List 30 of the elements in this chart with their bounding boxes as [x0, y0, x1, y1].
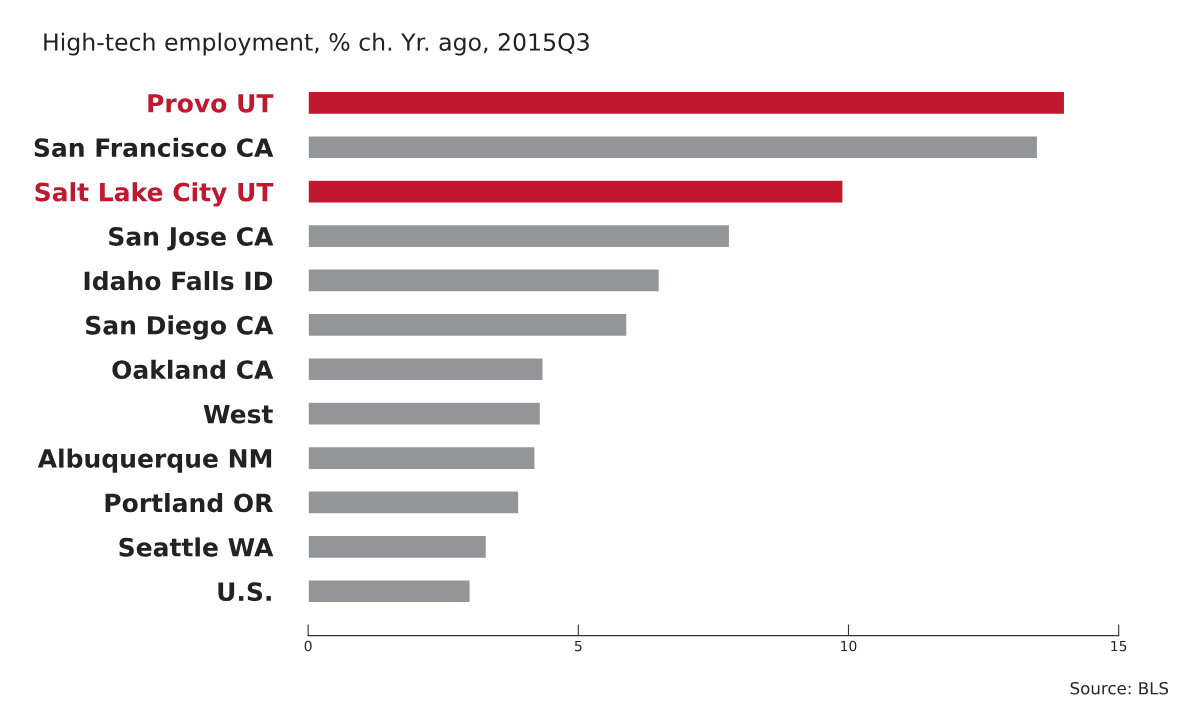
y-tick-label: San Francisco CA [34, 137, 274, 158]
bar [308, 401, 542, 426]
source-note: Source: BLS [1070, 681, 1169, 695]
y-tick-label: Seattle WA [119, 537, 274, 557]
y-tick-label: Albuquerque NM [37, 448, 272, 473]
chart-title: High-tech employment, % ch. Yr. ago, 2015Q3 [44, 32, 589, 56]
y-tick-label: West [203, 404, 273, 424]
y-tick-label: U.S. [218, 582, 271, 602]
bar [308, 312, 628, 338]
bar [308, 268, 661, 293]
bar [308, 90, 1066, 116]
bar [308, 179, 844, 204]
y-tick-label: Salt Lake City UT [35, 182, 274, 207]
y-tick-label: Provo UT [148, 94, 274, 113]
y-tick-label: San Diego CA [86, 315, 274, 340]
bar [308, 445, 536, 471]
x-tick-label: 0 [304, 640, 312, 652]
bar [308, 579, 471, 604]
bar [308, 534, 488, 560]
y-tick-label: Idaho Falls ID [84, 270, 273, 291]
bar [308, 490, 520, 515]
x-tick-label: 15 [1111, 640, 1127, 652]
bar [308, 135, 1039, 160]
x-tick-label: 10 [841, 640, 857, 652]
bar [308, 223, 731, 249]
y-tick-label: San Jose CA [109, 227, 274, 251]
x-tick-label: 5 [574, 640, 582, 652]
bar [308, 357, 544, 382]
y-tick-label: Portland OR [105, 492, 273, 513]
y-tick-label: Oakland CA [112, 359, 274, 380]
